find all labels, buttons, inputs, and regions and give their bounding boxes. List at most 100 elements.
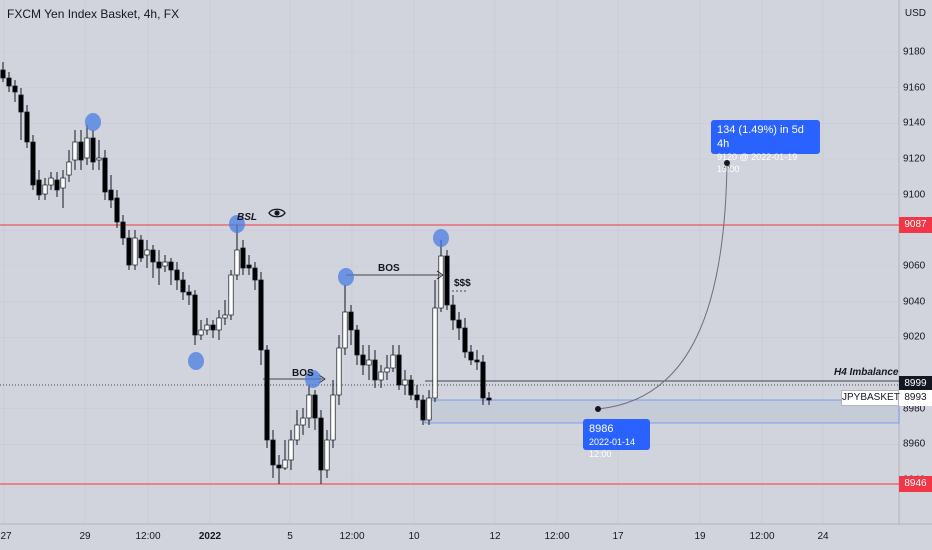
candle-body[interactable]	[6, 77, 12, 87]
candle-body[interactable]	[372, 359, 378, 381]
imbalance-label[interactable]: H4 Imbalance	[834, 367, 899, 378]
candle-body[interactable]	[366, 359, 372, 366]
candle-body[interactable]	[30, 141, 36, 186]
candle-body[interactable]	[228, 274, 234, 316]
projection-path[interactable]	[597, 162, 728, 410]
candle-body[interactable]	[24, 111, 30, 143]
candle-body[interactable]	[300, 417, 306, 426]
candle-body[interactable]	[192, 294, 198, 336]
candle-body[interactable]	[270, 439, 276, 466]
candle-body[interactable]	[402, 379, 408, 386]
projection-start-box[interactable]: 8986 2022-01-14 12:00	[583, 419, 650, 459]
imbalance-zone[interactable]	[424, 399, 900, 424]
candle-body[interactable]	[420, 399, 426, 421]
candle-body[interactable]	[18, 94, 24, 113]
candle-body[interactable]	[120, 221, 126, 239]
candle-body[interactable]	[246, 264, 252, 269]
candle-body[interactable]	[36, 179, 42, 196]
candle-body[interactable]	[384, 367, 390, 373]
candle-body[interactable]	[60, 177, 66, 189]
swing-marker[interactable]	[305, 370, 321, 388]
candle-body[interactable]	[390, 354, 396, 369]
swing-marker[interactable]	[338, 268, 354, 286]
candle-body[interactable]	[360, 354, 366, 366]
candle-body[interactable]	[444, 255, 450, 306]
candle-body[interactable]	[282, 459, 288, 469]
candle-body[interactable]	[114, 197, 120, 223]
bsl-label[interactable]: BSL	[237, 212, 257, 223]
candle-body[interactable]	[210, 324, 216, 331]
bos-left-label[interactable]: BOS	[292, 368, 314, 379]
candle-body[interactable]	[204, 324, 210, 331]
candle-body[interactable]	[162, 261, 168, 267]
candle-body[interactable]	[216, 317, 222, 331]
candle-body[interactable]	[354, 329, 360, 356]
candle-body[interactable]	[426, 397, 432, 421]
candle-body[interactable]	[180, 279, 186, 293]
candle-body[interactable]	[96, 157, 102, 161]
candle-body[interactable]	[312, 394, 318, 419]
swing-marker[interactable]	[188, 352, 204, 370]
candle-body[interactable]	[48, 177, 54, 186]
candle-body[interactable]	[108, 189, 114, 201]
candle-body[interactable]	[12, 85, 18, 93]
candle-body[interactable]	[198, 329, 204, 336]
candle-body[interactable]	[432, 307, 438, 399]
swing-marker[interactable]	[433, 229, 449, 247]
candle-body[interactable]	[294, 424, 300, 441]
candle-body[interactable]	[0, 69, 6, 79]
candle-body[interactable]	[414, 394, 420, 401]
candle-body[interactable]	[234, 249, 240, 276]
candle-body[interactable]	[90, 137, 96, 163]
candle-body[interactable]	[396, 354, 402, 386]
projection-target-dot[interactable]	[724, 160, 730, 166]
candle-body[interactable]	[276, 464, 282, 469]
candle-body[interactable]	[474, 359, 480, 363]
candle-body[interactable]	[186, 291, 192, 296]
candle-body[interactable]	[102, 157, 108, 193]
liquidity-label[interactable]: $$$	[454, 278, 471, 289]
candle-body[interactable]	[450, 304, 456, 321]
candle-body[interactable]	[258, 279, 264, 351]
candle-body[interactable]	[462, 327, 468, 353]
candle-body[interactable]	[84, 137, 90, 159]
swing-marker[interactable]	[85, 113, 101, 131]
candle-body[interactable]	[138, 239, 144, 259]
candle-body[interactable]	[72, 141, 78, 161]
candle-body[interactable]	[288, 439, 294, 461]
candle-body[interactable]	[144, 249, 150, 256]
candle-body[interactable]	[54, 179, 60, 191]
candle-body[interactable]	[168, 261, 174, 271]
candle-body[interactable]	[222, 314, 228, 319]
swing-marker[interactable]	[229, 215, 245, 233]
eye-icon[interactable]	[268, 207, 286, 219]
candle-body[interactable]	[330, 394, 336, 441]
candle-body[interactable]	[42, 184, 48, 195]
candle-body[interactable]	[456, 319, 462, 329]
candle-body[interactable]	[378, 371, 384, 381]
candle-body[interactable]	[336, 347, 342, 396]
candle-body[interactable]	[78, 141, 84, 161]
candle-body[interactable]	[318, 417, 324, 471]
candle-body[interactable]	[132, 237, 138, 266]
candle-body[interactable]	[480, 361, 486, 399]
bos-right-label[interactable]: BOS	[378, 263, 400, 274]
candle-body[interactable]	[66, 161, 72, 176]
candle-body[interactable]	[486, 397, 492, 401]
candle-body[interactable]	[264, 349, 270, 441]
candle-body[interactable]	[252, 267, 258, 281]
candle-body[interactable]	[348, 311, 354, 331]
candle-body[interactable]	[342, 311, 348, 349]
projection-start-dot[interactable]	[595, 406, 601, 412]
projection-target-box[interactable]: 134 (1.49%) in 5d 4h 9120 @ 2022-01-19 1…	[711, 120, 820, 174]
candle-body[interactable]	[468, 351, 474, 361]
candle-body[interactable]	[126, 237, 132, 266]
candle-body[interactable]	[174, 269, 180, 281]
candle-body[interactable]	[156, 261, 162, 269]
candle-body[interactable]	[306, 394, 312, 419]
candle-body[interactable]	[438, 255, 444, 309]
candle-body[interactable]	[408, 379, 414, 396]
candle-body[interactable]	[324, 439, 330, 471]
candle-body[interactable]	[240, 247, 246, 269]
